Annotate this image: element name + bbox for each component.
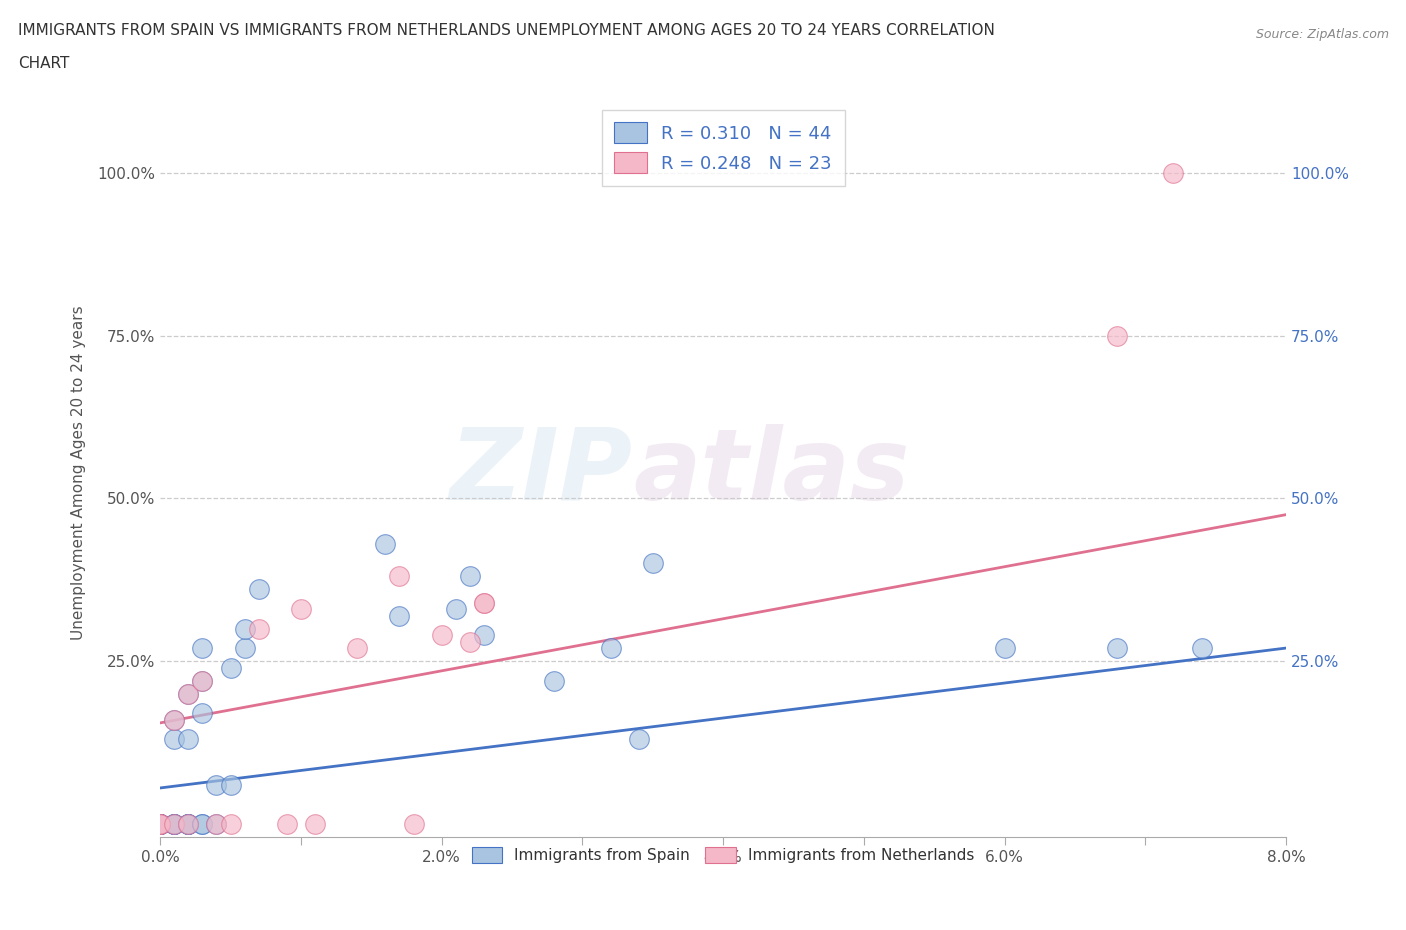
Point (290, 602, 312, 617)
Point (458, 569, 481, 584)
Y-axis label: Unemployment Among Ages 20 to 24 years: Unemployment Among Ages 20 to 24 years (72, 305, 86, 640)
Point (444, 602, 467, 617)
Point (177, 817, 200, 831)
Point (346, 641, 368, 656)
Legend: Immigrants from Spain, Immigrants from Netherlands: Immigrants from Spain, Immigrants from N… (465, 841, 980, 870)
Text: CHART: CHART (18, 56, 70, 71)
Point (163, 817, 186, 831)
Point (191, 706, 214, 721)
Point (149, 817, 172, 831)
Text: IMMIGRANTS FROM SPAIN VS IMMIGRANTS FROM NETHERLANDS UNEMPLOYMENT AMONG AGES 20 : IMMIGRANTS FROM SPAIN VS IMMIGRANTS FROM… (18, 23, 995, 38)
Point (149, 817, 172, 831)
Point (149, 817, 172, 831)
Point (177, 817, 200, 831)
Point (191, 817, 214, 831)
Text: ZIP: ZIP (450, 424, 633, 521)
Point (205, 817, 228, 831)
Point (219, 777, 242, 792)
Point (472, 595, 495, 610)
Point (191, 673, 214, 688)
Point (163, 712, 186, 727)
Point (1107, 328, 1129, 343)
Point (627, 732, 650, 747)
Text: Source: ZipAtlas.com: Source: ZipAtlas.com (1256, 28, 1389, 41)
Point (205, 777, 228, 792)
Point (276, 817, 298, 831)
Point (641, 556, 664, 571)
Point (233, 621, 256, 636)
Point (543, 673, 565, 688)
Point (233, 641, 256, 656)
Point (1191, 641, 1213, 656)
Point (205, 817, 228, 831)
Point (472, 595, 495, 610)
Point (402, 817, 425, 831)
Point (388, 569, 411, 584)
Point (247, 582, 270, 597)
Point (472, 628, 495, 643)
Point (149, 817, 172, 831)
Point (191, 673, 214, 688)
Point (219, 660, 242, 675)
Point (219, 817, 242, 831)
Point (163, 817, 186, 831)
Point (149, 817, 172, 831)
Point (374, 537, 396, 551)
Point (177, 817, 200, 831)
Point (163, 817, 186, 831)
Point (247, 621, 270, 636)
Point (163, 712, 186, 727)
Point (177, 686, 200, 701)
Point (163, 732, 186, 747)
Point (430, 628, 453, 643)
Point (191, 817, 214, 831)
Point (149, 817, 172, 831)
Text: atlas: atlas (633, 424, 910, 521)
Point (149, 817, 172, 831)
Point (149, 817, 172, 831)
Point (163, 817, 186, 831)
Point (177, 817, 200, 831)
Point (599, 641, 621, 656)
Point (177, 686, 200, 701)
Point (458, 634, 481, 649)
Point (304, 817, 326, 831)
Point (388, 608, 411, 623)
Point (177, 817, 200, 831)
Point (993, 641, 1015, 656)
Point (149, 817, 172, 831)
Point (1107, 641, 1129, 656)
Point (149, 817, 172, 831)
Point (149, 817, 172, 831)
Point (163, 817, 186, 831)
Point (191, 641, 214, 656)
Point (177, 732, 200, 747)
Point (1163, 166, 1185, 180)
